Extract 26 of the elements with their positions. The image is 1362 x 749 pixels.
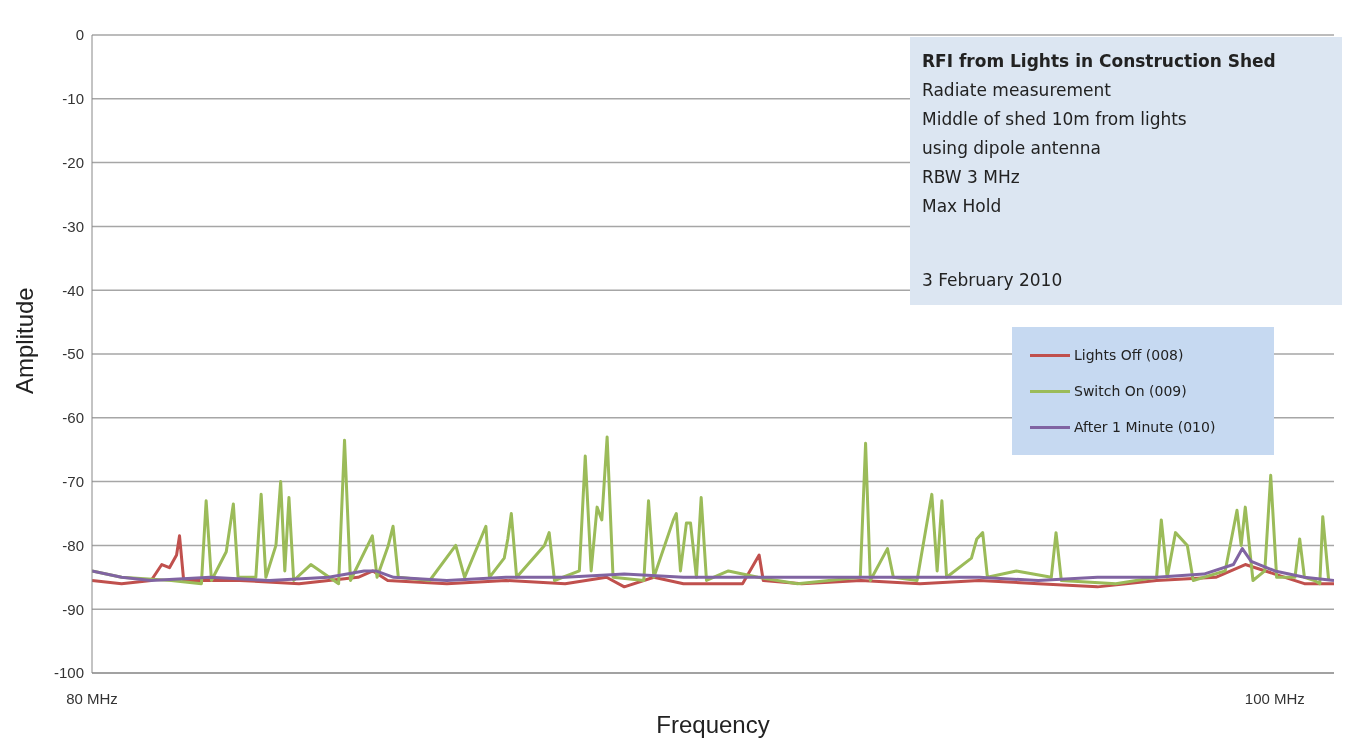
- annotation: Middle of shed 10m from lights: [922, 108, 1188, 131]
- y-axis-title: Amplitude: [10, 287, 38, 394]
- x-tick-label: 80 MHz: [66, 689, 118, 707]
- y-tick-label: -70: [62, 472, 84, 490]
- legend-label: After 1 Minute (010): [1074, 419, 1216, 435]
- y-tick-label: -90: [62, 600, 84, 618]
- annotation: Max Hold: [922, 195, 1003, 218]
- annotation: using dipole antenna: [922, 137, 1102, 160]
- y-tick-label: -100: [53, 664, 84, 682]
- y-tick-label: -60: [62, 409, 84, 427]
- annotation: Radiate measurement: [922, 79, 1112, 102]
- y-tick-label: -10: [62, 90, 84, 108]
- line-series: [92, 547, 1334, 582]
- legend-label: Lights Off (008): [1074, 347, 1184, 363]
- legend-label: Switch On (009): [1074, 383, 1187, 399]
- y-tick-label: -80: [62, 536, 84, 554]
- annotation: 3 February 2010: [922, 269, 1064, 292]
- y-tick-label: 0: [75, 26, 84, 44]
- y-tick-label: -50: [62, 345, 84, 363]
- chart-title: RFI from Lights in Construction Shed: [922, 51, 1276, 71]
- x-tick-label: 100 MHz: [1244, 689, 1305, 707]
- annotation: RBW 3 MHz: [922, 166, 1021, 189]
- y-tick-label: -40: [62, 281, 84, 299]
- y-tick-label: -30: [62, 217, 84, 235]
- x-axis-title: Frequency: [656, 711, 770, 738]
- y-tick-label: -20: [62, 153, 84, 171]
